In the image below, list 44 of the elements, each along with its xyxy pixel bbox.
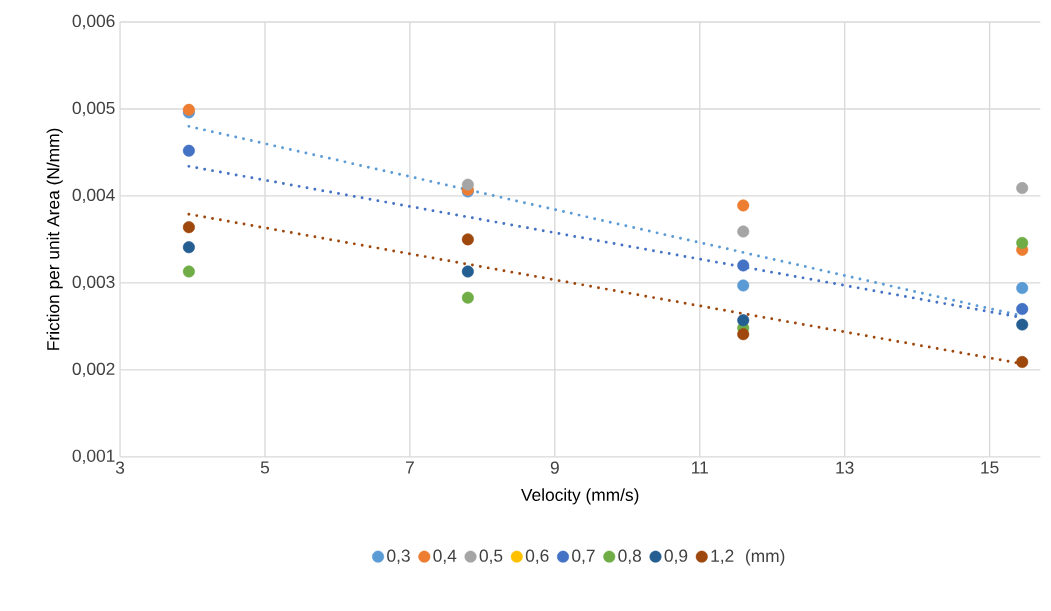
point <box>1016 318 1029 331</box>
y-tick-label: 0,005 <box>72 101 115 117</box>
point <box>461 178 474 191</box>
point <box>461 291 474 304</box>
legend-label: 0,4 <box>433 549 457 564</box>
y-tick-label: 0,002 <box>72 362 115 378</box>
x-tick-label: 9 <box>550 461 559 474</box>
x-tick-label: 5 <box>260 461 270 474</box>
point <box>737 314 750 327</box>
legend-label: 0,5 <box>479 549 503 564</box>
legend-label: 0,3 <box>387 549 410 564</box>
x-tick-label: 7 <box>405 461 414 474</box>
point <box>1016 356 1029 369</box>
point <box>737 259 750 272</box>
point <box>737 225 750 238</box>
x-tick-label: 11 <box>692 461 708 474</box>
point <box>1016 282 1029 295</box>
x-tick-label: 13 <box>836 461 854 474</box>
legend-label: 1,2 <box>711 549 734 564</box>
legend-label: 0,9 <box>664 549 688 564</box>
x-tick-label: 3 <box>115 461 125 474</box>
point <box>182 144 195 157</box>
y-tick-label: 0,006 <box>72 14 115 30</box>
legend-title: (mm) <box>746 549 785 566</box>
point <box>182 241 195 254</box>
point <box>1016 303 1029 316</box>
point <box>737 199 750 212</box>
y-tick-label: 0,004 <box>72 188 115 204</box>
point <box>1016 236 1029 249</box>
y-tick-label: 0,003 <box>72 275 115 291</box>
point <box>461 265 474 278</box>
x-tick-label: 15 <box>981 461 999 474</box>
point <box>737 279 750 292</box>
point <box>182 265 195 278</box>
y-tick-label: 0,001 <box>72 449 115 465</box>
point <box>737 328 750 341</box>
point <box>461 233 474 246</box>
x-axis-title: Velocity (mm/s) <box>521 488 639 505</box>
legend-label: 0,8 <box>618 549 642 564</box>
legend-label: 0,6 <box>525 549 549 564</box>
legend-label: 0,7 <box>572 549 595 564</box>
y-axis-title: Friction per unit Area (N/mm) <box>46 128 63 350</box>
point <box>182 221 195 234</box>
point <box>1016 182 1029 195</box>
